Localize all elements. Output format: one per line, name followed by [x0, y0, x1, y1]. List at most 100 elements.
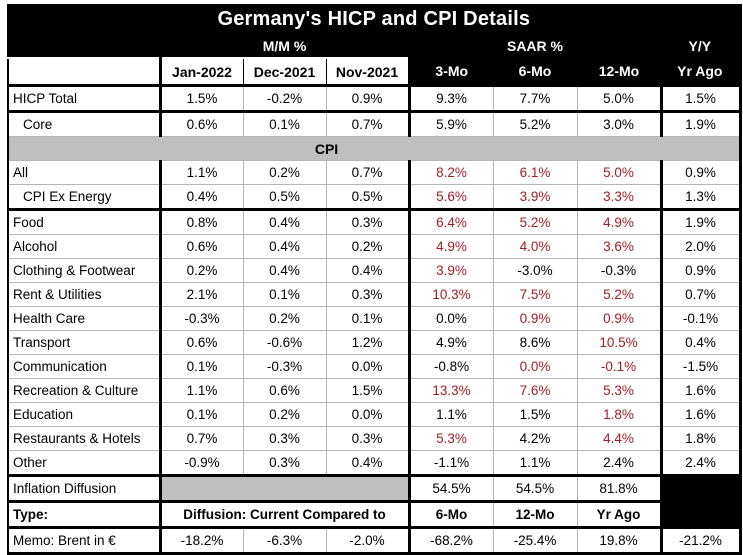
value-cell: 1.5% — [326, 378, 411, 403]
row-label-header — [8, 57, 162, 87]
value-cell: 0.7% — [661, 282, 741, 307]
value-cell: 1.1% — [493, 450, 578, 477]
column-header-jan-2022: Jan-2022 — [160, 57, 244, 87]
value-cell: 0.1% — [326, 306, 411, 331]
value-cell: 5.2% — [493, 111, 578, 137]
value-cell: 6.1% — [493, 160, 578, 185]
value-cell: 0.9% — [577, 306, 663, 331]
section-band-right — [493, 136, 741, 161]
value-cell: 8.2% — [409, 160, 494, 185]
value-cell: 1.1% — [160, 160, 244, 185]
value-cell: 0.3% — [243, 450, 327, 477]
value-cell: 3.0% — [577, 111, 663, 137]
value-cell: 54.5% — [409, 475, 494, 503]
value-cell: 6.4% — [409, 209, 494, 235]
table-row: Recreation & Culture 1.1% 0.6% 1.5% 13.3% 7.6… — [8, 378, 741, 403]
column-header-row: Jan-2022 Dec-2021 Nov-2021 3-Mo 6-Mo 12-… — [8, 57, 741, 87]
table-row: CPI — [8, 136, 741, 161]
table-row: Alcohol 0.6% 0.4% 0.2% 4.9% 4.0% 3.6% 2.0% — [8, 234, 741, 259]
value-cell: 0.1% — [160, 402, 244, 427]
value-cell: -0.8% — [409, 354, 494, 379]
value-cell: -18.2% — [160, 527, 244, 554]
row-label: Food — [8, 209, 162, 235]
value-cell: -0.1% — [661, 306, 741, 331]
column-header-yr-ago: Yr Ago — [661, 58, 741, 87]
value-cell: 19.8% — [577, 527, 663, 554]
value-cell: -0.9% — [160, 450, 244, 477]
value-cell: 0.3% — [326, 209, 411, 235]
value-cell: 1.3% — [661, 184, 741, 211]
value-cell: 1.5% — [160, 85, 244, 113]
value-cell: 4.2% — [493, 426, 578, 451]
value-cell: 3.9% — [409, 258, 494, 283]
page-title: Germany's HICP and CPI Details — [8, 4, 741, 34]
value-cell: -68.2% — [409, 527, 494, 554]
table-row: HICP Total 1.5% -0.2% 0.9% 9.3% 7.7% 5.0% 1.5% — [8, 85, 741, 113]
row-label: Transport — [8, 330, 162, 355]
row-label: Education — [8, 402, 162, 427]
value-cell: -1.1% — [409, 450, 494, 477]
table-row: CPI Ex Energy 0.4% 0.5% 0.5% 5.6% 3.9% 3.3% 1.3… — [8, 184, 741, 211]
value-cell: 3.6% — [577, 234, 663, 259]
value-cell: 5.2% — [493, 209, 578, 235]
table-row: Food 0.8% 0.4% 0.3% 6.4% 5.2% 4.9% 1.9% — [8, 209, 741, 235]
value-cell: 0.4% — [326, 450, 411, 477]
table-row: Core 0.6% 0.1% 0.7% 5.9% 5.2% 3.0% 1.9% — [8, 111, 741, 137]
compare-column-header: 12-Mo — [493, 501, 578, 529]
black-cell — [661, 475, 741, 503]
value-cell: 3.3% — [577, 184, 663, 211]
table-row: Health Care -0.3% 0.2% 0.1% 0.0% 0.9% 0.9% -0.1… — [8, 306, 741, 331]
value-cell: 0.4% — [243, 258, 327, 283]
table-row: Communication 0.1% -0.3% 0.0% -0.8% 0.0% -0.1%… — [8, 354, 741, 379]
value-cell: 0.2% — [243, 402, 327, 427]
value-cell: -0.6% — [243, 330, 327, 355]
row-label: Communication — [8, 354, 162, 379]
value-cell: 0.0% — [326, 402, 411, 427]
value-cell: 5.6% — [409, 184, 494, 211]
value-cell: 1.1% — [160, 378, 244, 403]
value-cell: -6.3% — [243, 527, 327, 554]
value-cell: -0.3% — [243, 354, 327, 379]
value-cell: 0.2% — [160, 258, 244, 283]
column-header-6mo: 6-Mo — [493, 58, 577, 87]
value-cell: 4.9% — [409, 234, 494, 259]
section-band-left — [8, 136, 160, 161]
value-cell: 4.0% — [493, 234, 578, 259]
value-cell: 1.6% — [661, 378, 741, 403]
value-cell: 1.5% — [661, 85, 741, 113]
value-cell: 0.6% — [243, 378, 327, 403]
value-cell: 3.9% — [493, 184, 578, 211]
black-cell — [661, 501, 741, 529]
table-row: Clothing & Footwear 0.2% 0.4% 0.4% 3.9% -3.0%… — [8, 258, 741, 283]
row-label: Memo: Brent in € — [8, 527, 162, 554]
value-cell: 0.5% — [326, 184, 411, 211]
value-cell: -0.3% — [577, 258, 663, 283]
column-group-saar: SAAR % — [409, 34, 661, 58]
row-label: All — [8, 160, 162, 185]
value-cell: 5.0% — [577, 85, 663, 113]
table-row: Memo: Brent in € -18.2% -6.3% -2.0% -68.2% -2… — [8, 527, 741, 554]
value-cell: 0.1% — [243, 282, 327, 307]
value-cell: 0.0% — [409, 306, 494, 331]
value-cell: 0.0% — [493, 354, 578, 379]
row-label: Inflation Diffusion — [8, 475, 162, 503]
value-cell: 4.4% — [577, 426, 663, 451]
value-cell: -0.2% — [243, 85, 327, 113]
row-label: Other — [8, 450, 162, 477]
value-cell: 1.5% — [493, 402, 578, 427]
table-row: Type: Diffusion: Current Compared to 6-Mo 1… — [8, 501, 741, 529]
value-cell: 5.0% — [577, 160, 663, 185]
row-label: CPI Ex Energy — [8, 184, 162, 211]
value-cell: 0.9% — [661, 160, 741, 185]
value-cell: 1.2% — [326, 330, 411, 355]
column-group-row: M/M % SAAR % Y/Y — [8, 34, 741, 58]
value-cell: 54.5% — [493, 475, 578, 503]
data-table: Germany's HICP and CPI Details M/M % SAA… — [7, 4, 742, 555]
diffusion-compare-label: Diffusion: Current Compared to — [160, 501, 411, 529]
table-row: Education 0.1% 0.2% 0.0% 1.1% 1.5% 1.8% 1.6% — [8, 402, 741, 427]
value-cell: 1.9% — [661, 209, 741, 235]
column-header-dec-2021: Dec-2021 — [243, 57, 327, 87]
value-cell: 2.4% — [577, 450, 663, 477]
row-label: Recreation & Culture — [8, 378, 162, 403]
value-cell: 0.2% — [243, 306, 327, 331]
